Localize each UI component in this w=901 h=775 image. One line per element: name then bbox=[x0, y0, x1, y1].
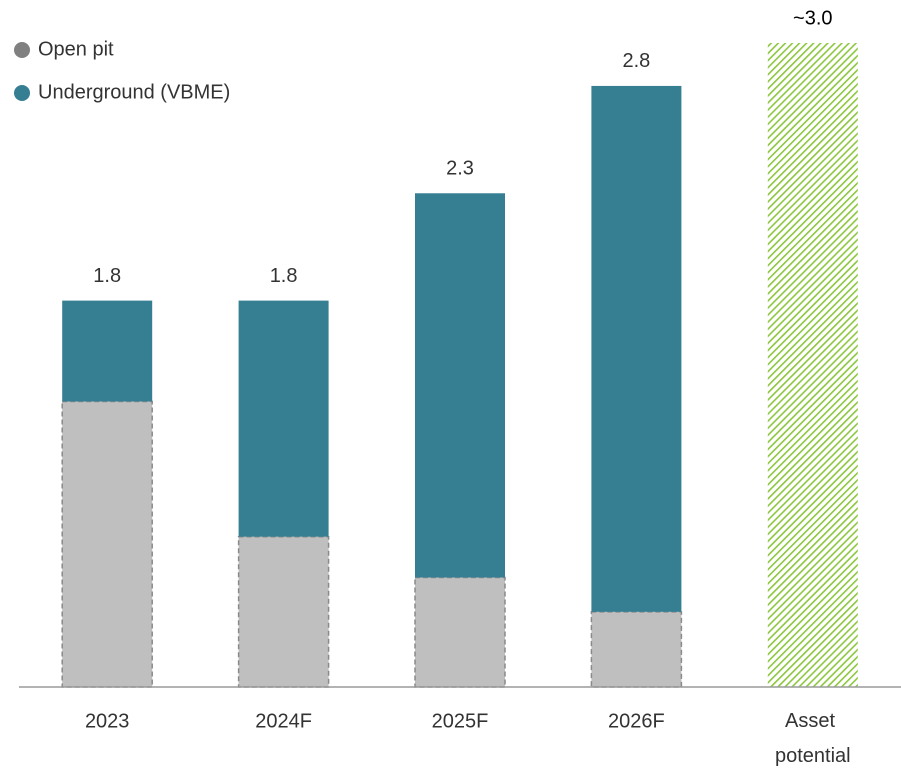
x-tick-label: 2024F bbox=[255, 710, 312, 732]
bar-segment bbox=[237, 535, 330, 688]
x-tick-label: 2023 bbox=[85, 710, 130, 732]
potential-bar bbox=[767, 43, 858, 687]
bar-segment bbox=[590, 611, 683, 688]
bar-segment bbox=[415, 193, 505, 578]
value-label: 2.3 bbox=[446, 158, 474, 180]
x-tick-label: 2025F bbox=[432, 710, 489, 732]
x-tick-label: Asset potential bbox=[775, 710, 851, 767]
bar-segment bbox=[238, 300, 329, 537]
bar-segment bbox=[414, 576, 506, 688]
value-label: 2.8 bbox=[622, 50, 650, 72]
value-label: 1.8 bbox=[270, 265, 298, 287]
legend-marker bbox=[14, 85, 30, 101]
x-tick-label: 2026F bbox=[608, 710, 665, 732]
value-label: 1.8 bbox=[93, 265, 121, 287]
bar-segment bbox=[61, 400, 153, 688]
legend-marker bbox=[14, 42, 30, 58]
value-label: ~3.0 bbox=[793, 7, 832, 29]
legend-label: Open pit bbox=[38, 38, 114, 60]
bar-segment bbox=[62, 300, 153, 402]
bar-segment bbox=[591, 85, 682, 612]
legend-label: Underground (VBME) bbox=[38, 81, 230, 103]
